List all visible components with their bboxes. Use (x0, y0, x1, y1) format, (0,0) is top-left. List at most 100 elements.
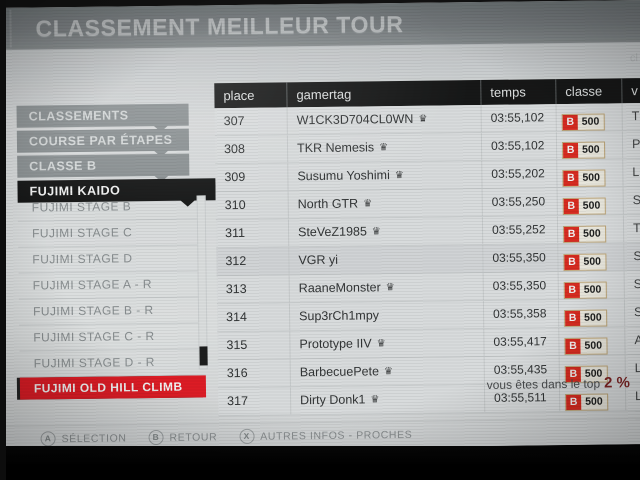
class-letter: B (566, 394, 582, 411)
cell-time: 03:55,358 (482, 300, 559, 329)
cutoff-column-label: cl (629, 52, 639, 65)
action-button-label: RETOUR (169, 430, 218, 444)
class-badge: B 500 (564, 337, 608, 356)
class-letter: B (565, 338, 581, 355)
cell-place: 315 (226, 337, 248, 353)
crown-icon: ♛ (394, 169, 404, 182)
cell-gamertag: SteVeZ1985 ♛ (287, 217, 483, 247)
cell-place: 311 (224, 225, 246, 241)
title-band: CLASSEMENT MEILLEUR TOUR (0, 0, 640, 50)
gamertag-label: Sup3rCh1mpy (299, 308, 380, 324)
cell-class: B 500 (556, 215, 624, 244)
column-header: classe (555, 78, 622, 105)
cell-class: B 500 (557, 243, 624, 272)
game-screen: CLASSEMENT MEILLEUR TOUR cl CLASSEMENTS C… (0, 0, 640, 452)
cell-place: 312 (225, 253, 247, 269)
sidebar-item-label: FUJIMI STAGE A - R (32, 277, 153, 293)
top-percent-text: vous êtes dans le top (486, 376, 601, 392)
table-body: 307 W1CK3D704CL0WN ♛ 03:55,102 B 500 T 308 TKR N… (214, 103, 640, 417)
cell-place: 309 (224, 169, 246, 185)
sidebar-item-stage[interactable]: FUJIMI STAGE C - R (19, 323, 206, 352)
cell-gamertag: BarbecuePete ♛ (289, 357, 484, 387)
action-button-label: AUTRES INFOS - PROCHES (260, 428, 413, 443)
sidebar-item-stage[interactable]: FUJIMI STAGE C (17, 219, 205, 248)
breadcrumb-item[interactable]: CLASSE B (17, 153, 190, 183)
sidebar-item-stage[interactable]: FUJIMI STAGE A - R (18, 271, 205, 300)
breadcrumb-item[interactable]: COURSE PAR ÉTAPES (16, 128, 190, 158)
action-button[interactable]: X AUTRES INFOS - PROCHES (239, 427, 413, 445)
cell-place: 316 (226, 365, 248, 381)
sidebar-item-stage[interactable]: FUJIMI STAGE D (18, 245, 205, 274)
column-header: gamertag (286, 80, 481, 108)
cell-vehicle-truncated: S (623, 299, 640, 327)
crown-icon: ♛ (363, 198, 373, 210)
gamertag-label: TKR Nemesis (296, 140, 375, 156)
sidebar-item-stage[interactable]: FUJIMI STAGE B (17, 193, 204, 222)
cell-class: B 500 (557, 271, 624, 300)
class-letter: B (564, 282, 580, 299)
cell-gamertag: VGR yi (288, 245, 483, 275)
cell-gamertag: Susumu Yoshimi ♛ (287, 161, 482, 191)
action-button[interactable]: A SÉLECTION (40, 430, 127, 447)
cell-vehicle-truncated: P (621, 131, 640, 159)
cell-class: B 500 (555, 103, 622, 132)
class-number: 500 (585, 395, 603, 408)
crown-icon: ♛ (376, 338, 386, 350)
class-badge: B 500 (562, 197, 606, 216)
cell-class: B 500 (555, 131, 623, 160)
cell-gamertag: RaaneMonster ♛ (288, 273, 483, 303)
class-letter: B (564, 254, 580, 271)
crown-icon: ♛ (418, 113, 428, 125)
top-percent-note: vous êtes dans le top 2 % (487, 374, 630, 393)
class-number: 500 (582, 199, 601, 212)
cell-class: B 500 (558, 327, 625, 356)
cell-place: 314 (226, 309, 248, 325)
cell-vehicle-truncated: T (621, 103, 640, 131)
sidebar-breadcrumbs: CLASSEMENTS COURSE PAR ÉTAPES CLASSE B FUJI… (16, 103, 216, 207)
class-badge: B 500 (562, 169, 606, 188)
leaderboard-table: place gamertag temps classe v 307 W1CK3D704CL… (214, 78, 640, 417)
class-letter: B (565, 310, 581, 327)
cell-class: B 500 (556, 159, 623, 188)
cell-vehicle-truncated: L (622, 159, 640, 187)
sidebar-scrollbar-thumb[interactable] (199, 346, 208, 366)
sidebar-item-stage[interactable]: FUJIMI STAGE D - R (19, 349, 206, 378)
sidebar-item-stage[interactable]: FUJIMI STAGE B - R (18, 297, 206, 326)
gamertag-label: VGR yi (298, 252, 339, 268)
cell-vehicle-truncated: S (623, 243, 640, 271)
cell-class: B 500 (557, 299, 625, 328)
cell-gamertag: W1CK3D704CL0WN ♛ (286, 105, 481, 135)
class-badge: B 500 (565, 393, 608, 412)
class-badge: B 500 (563, 281, 607, 300)
cell-time: 03:55,202 (481, 160, 557, 189)
column-header: place (223, 87, 255, 104)
sidebar-item-label: FUJIMI STAGE D - R (33, 355, 155, 371)
page-title: CLASSEMENT MEILLEUR TOUR (35, 10, 404, 42)
action-button[interactable]: B RETOUR (148, 429, 218, 446)
class-letter: B (564, 226, 580, 243)
cell-gamertag: TKR Nemesis ♛ (286, 133, 482, 163)
gamertag-label: BarbecuePete (299, 364, 380, 380)
cell-place: 310 (224, 197, 246, 213)
class-number: 500 (582, 171, 601, 184)
cell-time: 03:55,102 (480, 104, 556, 133)
breadcrumb-label: COURSE PAR ÉTAPES (28, 132, 173, 149)
cell-place: 307 (223, 113, 245, 129)
top-percent-value: 2 % (603, 374, 631, 392)
cell-place: 313 (225, 281, 247, 297)
sidebar-item-stage[interactable]: FUJIMI OLD HILL CLIMB (19, 375, 207, 400)
sidebar-item-label: FUJIMI STAGE C (31, 225, 133, 241)
breadcrumb-item[interactable]: CLASSEMENTS (16, 103, 189, 133)
sidebar-item-label: FUJIMI STAGE C - R (33, 329, 155, 345)
class-number: 500 (584, 311, 602, 324)
cell-gamertag: Dirty Donk1 ♛ (289, 385, 485, 415)
gamepad-button-icon: B (148, 429, 164, 446)
cell-time: 03:55,102 (480, 132, 557, 161)
class-letter: B (563, 170, 579, 187)
crown-icon: ♛ (370, 394, 380, 406)
cell-vehicle-truncated: T (622, 215, 640, 243)
sidebar-item-label: FUJIMI STAGE B (31, 199, 132, 215)
class-number: 500 (583, 227, 601, 240)
gamertag-label: Susumu Yoshimi (297, 168, 390, 184)
